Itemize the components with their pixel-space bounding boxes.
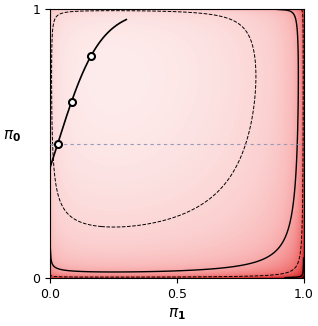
X-axis label: $\pi_\mathbf{1}$: $\pi_\mathbf{1}$ (168, 306, 186, 322)
Y-axis label: $\pi_\mathbf{0}$: $\pi_\mathbf{0}$ (3, 128, 21, 143)
